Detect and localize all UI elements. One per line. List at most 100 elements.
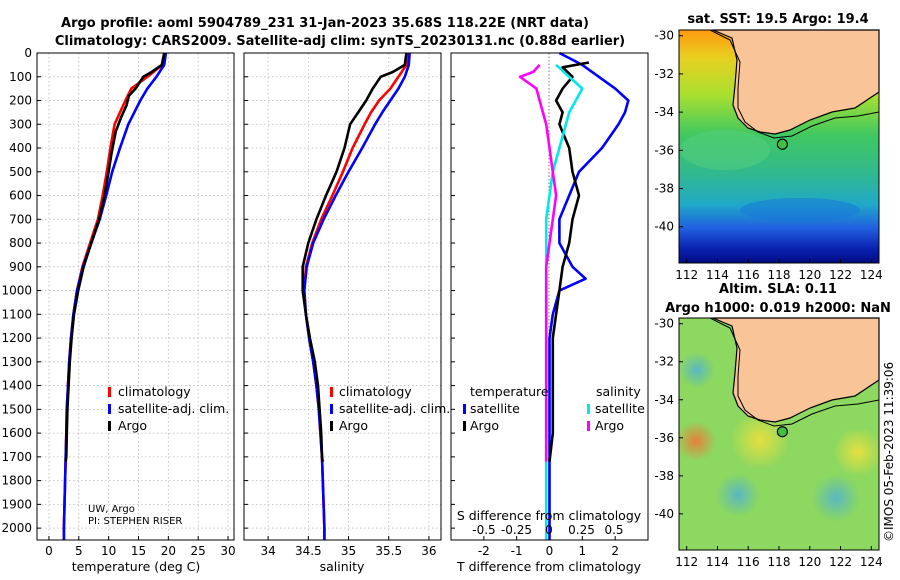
series-climatology [302,52,411,540]
lon-tick-label: 122 [829,268,852,282]
legend-temperature-heading: temperature [470,384,549,399]
sla-map: 112 114 116 118 120 122 124 -30 -32 -34 -36 -38 -40 [654,317,883,569]
float-location-marker [776,426,788,438]
lon-tick-label: 122 [829,555,852,569]
lon-tick-label: 120 [798,555,821,569]
depth-tick-label: 200 [9,94,32,108]
legend-t-satellite-label: satellite [470,401,520,416]
lat-tick-label: -38 [654,182,674,196]
depth-tick-label: 1500 [1,402,32,416]
legend-satellite-label: satellite-adj. clim. [118,401,229,416]
depth-tick-label: 1900 [1,497,32,511]
x-tick-label: 34 [260,544,275,558]
bathymetry-contour [709,317,880,427]
legend-climatology-swatch [108,387,111,397]
sst-map: 112 114 116 118 120 122 124 -30 -32 -34 -36 -38 -40 [654,29,882,282]
lat-tick-label: -32 [654,67,674,81]
depth-tick-label: 1200 [1,331,32,345]
depth-tick-label: 600 [9,189,32,203]
sla-anomaly [812,474,860,522]
lat-tick-label: -38 [654,469,674,483]
depth-tick-label: 700 [9,212,32,226]
legend-climatology-label: climatology [339,384,412,399]
legend-t-satellite-swatch [463,404,466,414]
series-satellite-adj-clim- [302,52,411,540]
salinity-diff-tick-label: -0.5 [472,523,495,537]
x-tick-label: 36 [421,544,436,558]
salinity-diff-tick-label: 0.25 [568,523,595,537]
legend-s-argo-label: Argo [595,418,624,433]
lon-tick-label: 112 [675,268,698,282]
temperature-axis-label: temperature (deg C) [72,559,201,574]
x-tick-label: 35.5 [375,544,402,558]
x-tick-label: 25 [191,544,206,558]
legend-s-satellite-label: satellite [595,401,645,416]
x-tick-label: 35 [341,544,356,558]
sla-anomaly [679,352,715,388]
difference-legend: temperature satellite Argo salinity sate… [463,384,645,433]
legend-climatology-label: climatology [118,384,191,399]
x-tick-label: -1 [511,544,523,558]
lon-tick-label: 118 [768,268,791,282]
salinity-difference-axis-label: S difference from climatology [457,508,642,523]
lon-tick-label: 118 [768,555,791,569]
sla-map-title-1: Altim. SLA: 0.11 [719,282,837,297]
bathymetry-contour [709,29,880,139]
depth-tick-label: 1300 [1,355,32,369]
series-salinity-argo [518,64,558,462]
lat-tick-label: -34 [654,393,674,407]
sla-map-title-2: Argo h1000: 0.019 h2000: NaN [665,301,891,316]
depth-tick-label: 300 [9,117,32,131]
depth-tick-label: 400 [9,141,32,155]
series-temperature-satellite [548,51,630,540]
lat-tick-label: -40 [654,220,674,234]
legend-argo-label: Argo [118,418,147,433]
legend-argo-swatch [330,421,333,431]
lat-tick-label: -40 [654,507,674,521]
legend-t-argo-label: Argo [470,418,499,433]
series-argo [64,52,166,462]
series-argo [301,52,408,462]
x-tick-label: 20 [161,544,176,558]
sla-anomaly [730,410,790,470]
legend-climatology-swatch [330,387,333,397]
legend-satellite-label: satellite-adj. clim. [339,401,450,416]
credit-line-2: PI: STEPHEN RISER [88,516,182,527]
australia-land [712,317,880,423]
credit-line-1: UW, Argo [88,504,135,515]
depth-tick-label: 1400 [1,379,32,393]
x-tick-label: 15 [131,544,146,558]
lon-tick-label: 114 [706,555,729,569]
legend-s-satellite-swatch [587,404,590,414]
salinity-legend: climatology satellite-adj. clim. Argo [330,384,450,433]
depth-tick-label: 1600 [1,426,32,440]
lon-tick-label: 112 [675,555,698,569]
sla-anomaly [833,427,883,477]
depth-tick-label: 500 [9,165,32,179]
x-tick-label: 10 [101,544,116,558]
copyright-text: ©IMOS 05-Feb-2023 11:39:06 [882,362,896,542]
float-location-marker [776,138,788,150]
legend-satellite-swatch [330,404,333,414]
depth-tick-label: 800 [9,236,32,250]
salinity-panel-frame [243,52,442,541]
depth-tick-label: 900 [9,260,32,274]
lon-tick-label: 124 [860,555,883,569]
sla-anomaly [676,421,716,461]
lat-tick-label: -32 [654,355,674,369]
temperature-legend: climatology satellite-adj. clim. Argo [108,384,229,433]
legend-argo-label: Argo [339,418,368,433]
lon-tick-label: 120 [798,268,821,282]
series-temperature-argo [548,61,590,462]
lon-tick-label: 124 [860,268,883,282]
title-line-1: Argo profile: aoml 5904789_231 31-Jan-20… [61,16,589,31]
salinity-axis-label: salinity [320,559,365,574]
salinity-diff-tick-label: 0 [545,523,553,537]
temperature-panel: 0100200300400500600700800900100011001200… [1,46,235,574]
x-tick-label: 0 [45,544,53,558]
x-tick-label: 30 [220,544,235,558]
lat-tick-label: -34 [654,105,674,119]
x-tick-label: -2 [478,544,490,558]
sla-anomaly [716,473,760,517]
